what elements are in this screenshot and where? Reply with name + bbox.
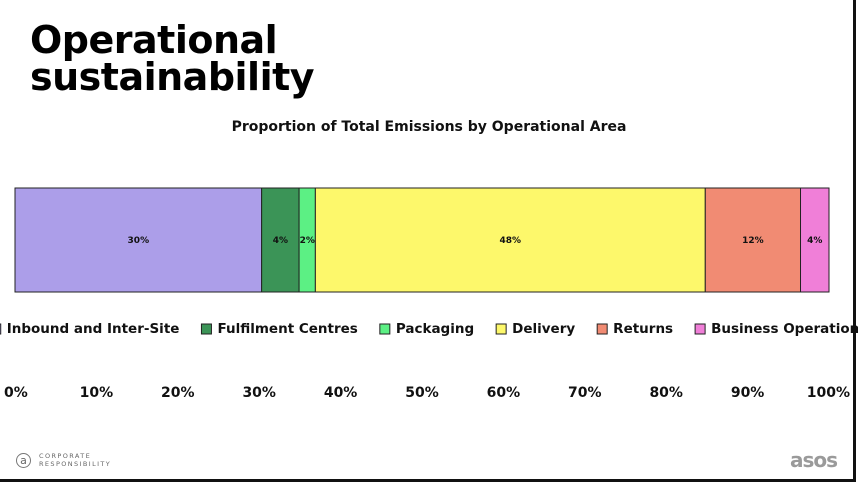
legend-label-5: Business Operations: [711, 321, 858, 337]
stacked-bar: 30% 4% 2% 48% 12% 4%: [14, 187, 830, 293]
emissions-chart: 30% 4% 2% 48% 12% 4% Inbound and Inter-Site Fu…: [0, 187, 858, 401]
logo-text-line2: RESPONSIBILITY: [39, 460, 112, 468]
x-tick-label-4: 40%: [324, 385, 358, 401]
legend-label-1: Fulfilment Centres: [217, 321, 357, 337]
chart-legend: Inbound and Inter-Site Fulfilment Centres…: [0, 321, 858, 337]
x-tick-label-8: 80%: [649, 385, 683, 401]
x-axis-ticks: 0% 10% 20% 30% 40% 50% 60% 70% 80% 90% 100%: [4, 385, 850, 401]
legend-swatch-1: [200, 323, 212, 335]
bar-segment-label-3: 48%: [500, 236, 522, 246]
bar-segment-label-1: 4%: [273, 236, 288, 246]
x-tick-label-9: 90%: [731, 385, 765, 401]
logo-text-line1: CORPORATE: [39, 452, 92, 460]
chart-title: Proportion of Total Emissions by Operati…: [231, 119, 627, 135]
legend-swatch-3: [495, 323, 507, 335]
legend-label-0: Inbound and Inter-Site: [7, 321, 180, 337]
corporate-responsibility-logo: a CORPORATE RESPONSIBILITY: [16, 452, 111, 468]
x-tick-label-3: 30%: [242, 385, 276, 401]
bar-segment-0: [14, 187, 263, 293]
page-title-line2: sustainability: [30, 55, 315, 99]
bar-segment-label-0: 30%: [128, 236, 150, 246]
x-tick-label-2: 20%: [161, 385, 195, 401]
legend-label-4: Returns: [613, 321, 673, 337]
brand-logo: asos: [790, 448, 838, 472]
legend-label-3: Delivery: [512, 321, 575, 337]
bar-segment-label-2: 2%: [300, 236, 315, 246]
bar-segment-label-5: 4%: [807, 236, 822, 246]
page-title: Operational sustainability: [30, 18, 315, 99]
bar-segment-1: [261, 187, 300, 293]
legend-swatch-5: [694, 323, 706, 335]
page-title-line1: Operational: [30, 18, 278, 62]
logo-circle-icon: a: [16, 452, 31, 468]
x-tick-label-0: 0%: [4, 385, 28, 401]
x-tick-label-1: 10%: [80, 385, 114, 401]
bar-segment-4: [704, 187, 802, 293]
legend-swatch-2: [379, 323, 391, 335]
bar-segment-3: [314, 187, 706, 293]
x-tick-label-10: 100%: [807, 385, 850, 401]
x-tick-label-5: 50%: [405, 385, 439, 401]
logo-text: CORPORATE RESPONSIBILITY: [39, 452, 111, 468]
legend-swatch-4: [596, 323, 608, 335]
bar-segment-5: [800, 187, 830, 293]
x-tick-label-7: 70%: [568, 385, 602, 401]
legend-label-2: Packaging: [396, 321, 474, 337]
bar-segment-label-4: 12%: [742, 236, 764, 246]
x-tick-label-6: 60%: [487, 385, 521, 401]
legend-swatch-0: [0, 323, 2, 335]
